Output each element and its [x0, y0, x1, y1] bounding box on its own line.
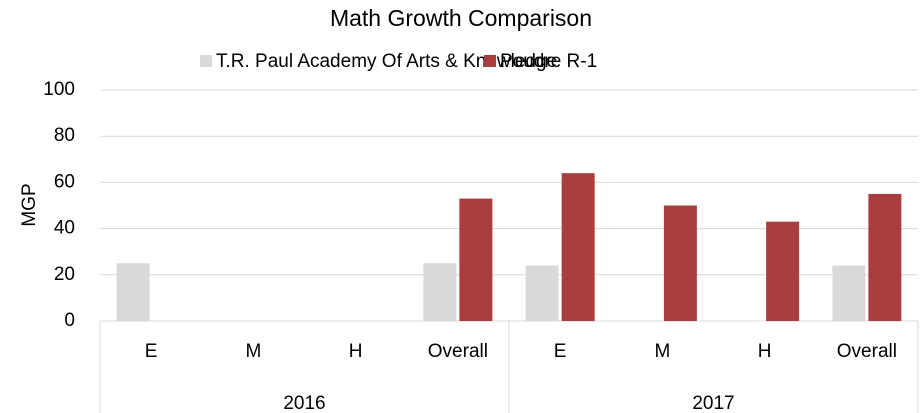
y-tick-label: 60: [54, 171, 75, 192]
legend-swatch: [200, 55, 212, 67]
bar: [766, 221, 800, 321]
legend-swatch: [484, 55, 496, 67]
y-tick-label: 40: [54, 218, 75, 239]
x-tick-label: M: [654, 341, 670, 362]
bar: [663, 205, 697, 321]
x-tick-label: H: [758, 341, 772, 362]
bar: [832, 265, 866, 321]
y-axis-label: MGP: [19, 183, 40, 226]
bar: [459, 198, 493, 321]
bar: [868, 193, 902, 321]
x-tick-label: M: [245, 341, 261, 362]
bar: [116, 263, 150, 321]
bar: [423, 263, 457, 321]
x-tick-label: Overall: [428, 341, 488, 362]
x-tick-label: Overall: [837, 341, 897, 362]
bar: [525, 265, 559, 321]
y-tick-label: 0: [64, 310, 75, 331]
x-tick-label: H: [349, 341, 363, 362]
group-label: 2017: [692, 393, 734, 413]
bar: [561, 173, 595, 321]
group-label: 2016: [283, 393, 325, 413]
y-tick-label: 80: [54, 125, 75, 146]
y-tick-label: 20: [54, 264, 75, 285]
y-tick-label: 100: [43, 79, 75, 100]
x-tick-label: E: [145, 341, 158, 362]
chart-title: Math Growth Comparison: [330, 5, 592, 31]
legend-label: Poudre R-1: [500, 51, 597, 72]
x-tick-label: E: [554, 341, 567, 362]
legend-label: T.R. Paul Academy Of Arts & Knowledge: [216, 51, 557, 72]
